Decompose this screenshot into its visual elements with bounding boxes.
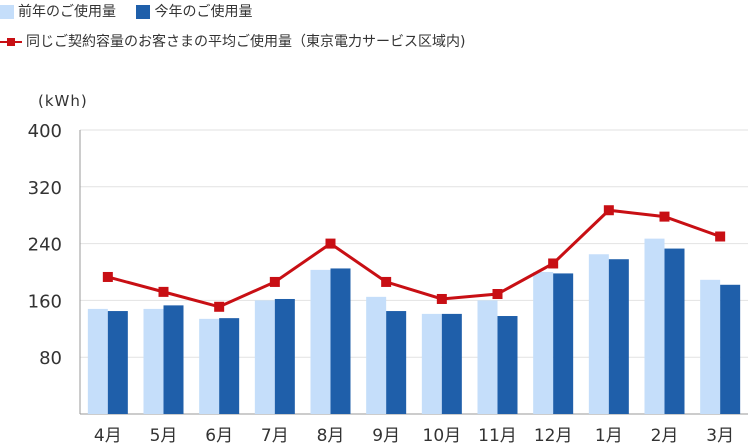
y-axis-unit-label: (kWh): [38, 92, 88, 110]
average-point: [436, 293, 447, 304]
x-tick-label: 6月: [205, 426, 233, 446]
y-tick-label: 80: [39, 348, 62, 369]
bar-this-year: [441, 313, 462, 414]
average-point: [325, 238, 336, 249]
legend-item-this-year: 今年のご使用量: [136, 3, 252, 21]
average-point: [102, 271, 113, 282]
x-tick-label: 9月: [372, 426, 400, 446]
y-tick-label: 160: [28, 291, 62, 312]
bar-this-year: [274, 298, 295, 414]
y-tick-label: 400: [28, 121, 62, 142]
bar-prev-year: [644, 238, 665, 414]
bar-prev-year: [477, 300, 498, 414]
bar-prev-year: [87, 308, 108, 414]
bar-prev-year: [421, 313, 442, 414]
legend-label-prev-year: 前年のご使用量: [18, 4, 116, 20]
x-tick-label: 1月: [595, 426, 623, 446]
average-point: [269, 276, 280, 287]
x-tick-label: 7月: [261, 426, 289, 446]
legend-swatch-this-year: [136, 5, 151, 19]
x-tick-label: 10月: [423, 426, 462, 446]
y-tick-label: 320: [28, 178, 62, 199]
bar-prev-year: [533, 272, 554, 414]
x-tick-label: 12月: [534, 426, 573, 446]
bar-this-year: [330, 268, 351, 414]
x-tick-label: 11月: [478, 426, 517, 446]
legend-label-average: 同じご契約容量のお客さまの平均ご使用量（東京電力サービス区域内): [26, 34, 466, 50]
average-point: [158, 286, 169, 297]
x-tick-label: 5月: [150, 426, 178, 446]
bar-this-year: [553, 273, 574, 414]
bar-this-year: [664, 248, 685, 414]
average-point: [715, 231, 726, 242]
average-point: [603, 205, 614, 216]
average-point: [492, 289, 503, 300]
average-point: [214, 301, 225, 312]
x-tick-label: 2月: [651, 426, 679, 446]
average-point: [548, 258, 559, 269]
y-tick-label: 240: [28, 235, 62, 256]
x-tick-label: 3月: [706, 426, 734, 446]
bar-this-year: [386, 311, 407, 414]
bar-this-year: [608, 259, 629, 414]
legend-item-prev-year: 前年のご使用量: [0, 3, 116, 21]
average-point: [659, 211, 670, 222]
x-tick-label: 8月: [317, 426, 345, 446]
x-tick-label: 4月: [94, 426, 122, 446]
bar-prev-year: [588, 254, 609, 414]
bar-prev-year: [199, 318, 220, 414]
average-line: [107, 208, 721, 309]
bar-prev-year: [143, 308, 164, 414]
legend-swatch-average: [0, 35, 22, 49]
bar-this-year: [720, 284, 741, 414]
legend-row-line: 同じご契約容量のお客さまの平均ご使用量（東京電力サービス区域内): [0, 33, 481, 54]
bar-prev-year: [310, 269, 331, 414]
bar-prev-year: [254, 300, 275, 414]
legend-label-this-year: 今年のご使用量: [154, 4, 253, 20]
bar-this-year: [107, 311, 128, 414]
legend-swatch-prev-year: [0, 5, 14, 19]
bar-this-year: [497, 316, 518, 414]
bar-this-year: [163, 305, 184, 414]
bar-prev-year: [700, 279, 721, 414]
average-point: [381, 276, 392, 287]
legend-row-bars: 前年のご使用量 今年のご使用量: [0, 3, 268, 24]
legend-item-average: 同じご契約容量のお客さまの平均ご使用量（東京電力サービス区域内): [0, 33, 465, 51]
bar-this-year: [219, 318, 240, 414]
bar-prev-year: [366, 296, 387, 414]
